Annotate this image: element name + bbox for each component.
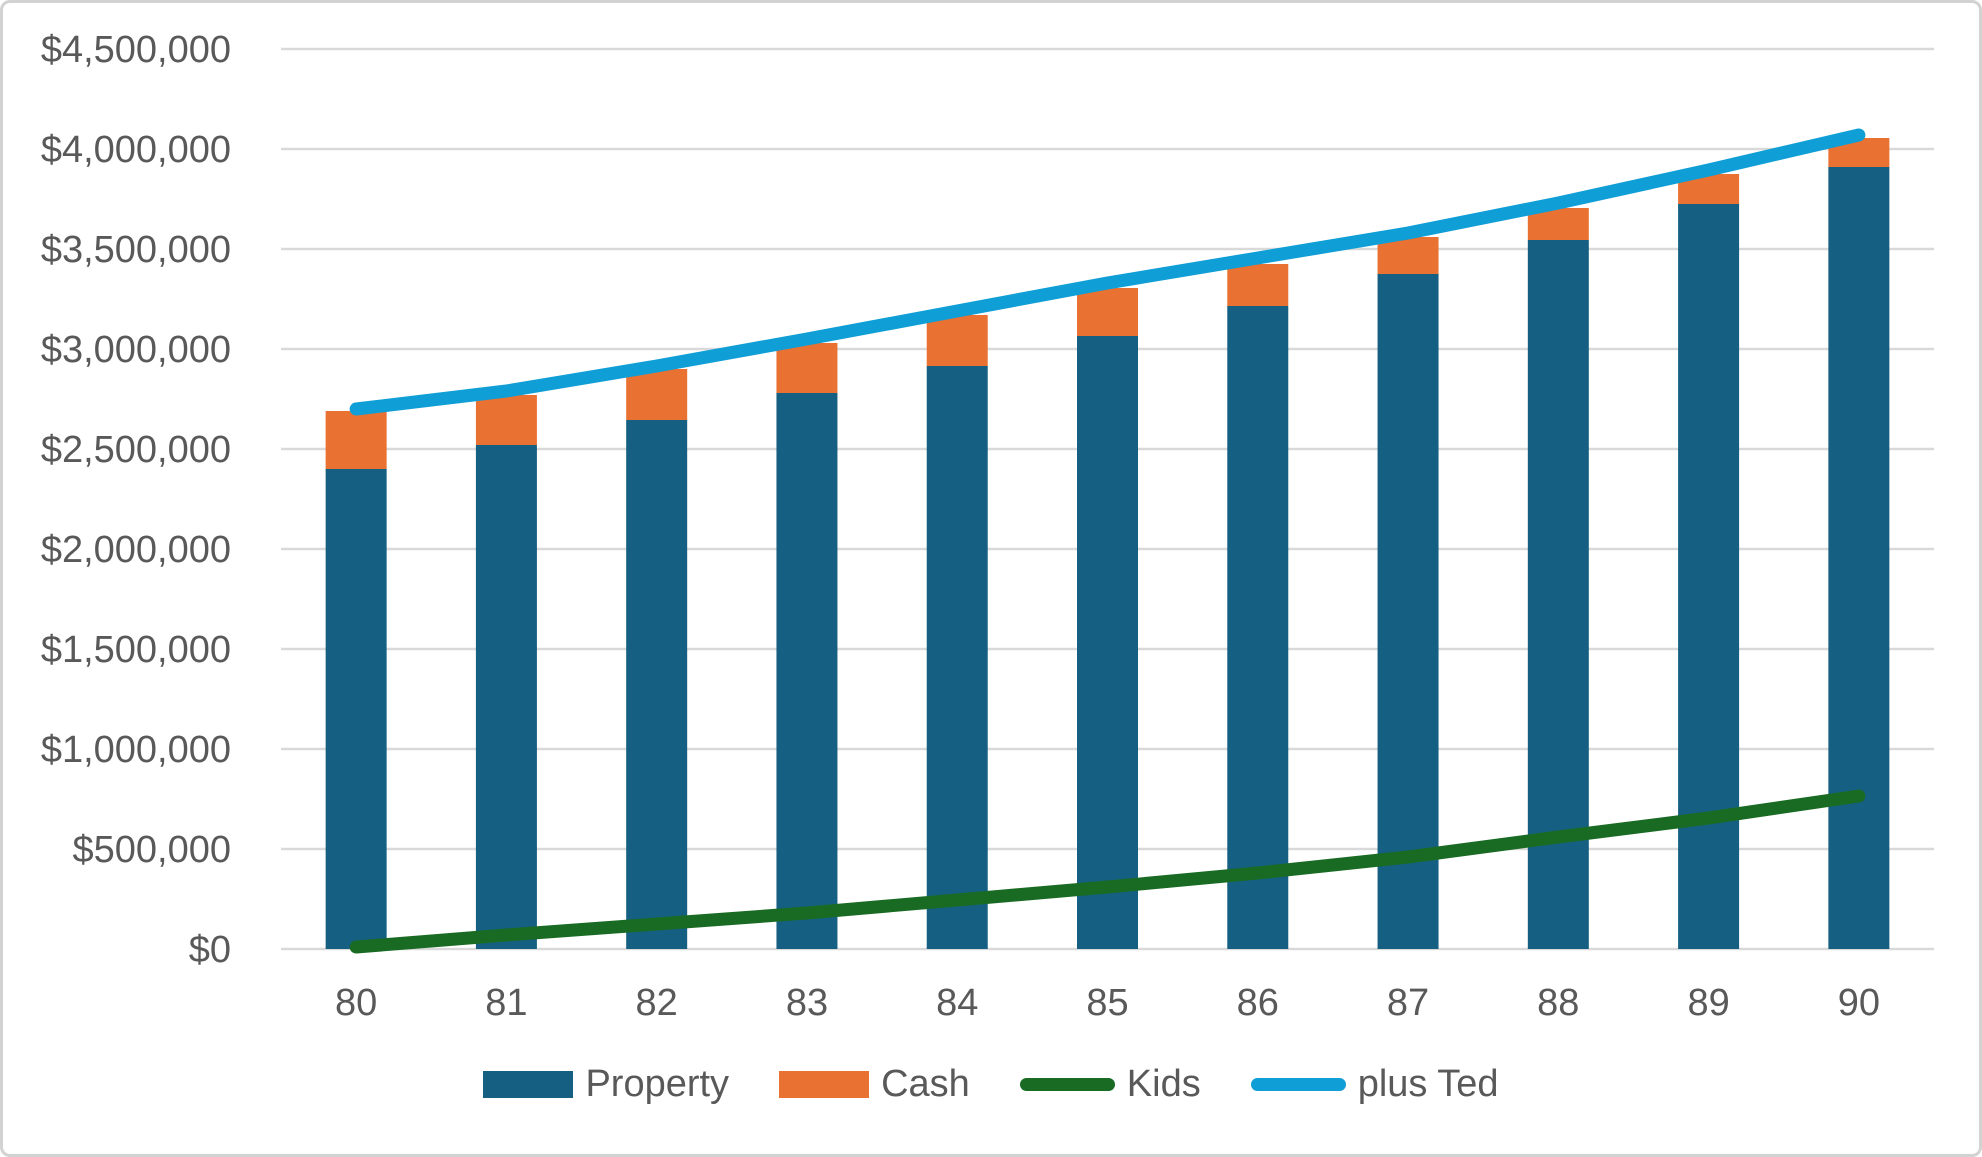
legend-item-property: Property (483, 1065, 729, 1103)
y-tick-label: $1,000,000 (41, 729, 231, 771)
bar-property-82 (626, 420, 688, 949)
chart-canvas: $0 $500,000 $1,000,000 $1,500,000 $2,000,000… (41, 29, 1934, 1024)
bar-cash-86 (1227, 264, 1289, 306)
legend-label: Kids (1126, 1063, 1201, 1105)
bar-cash-87 (1377, 237, 1439, 274)
bar-property-81 (475, 445, 537, 949)
bar-property-83 (776, 393, 838, 949)
bar-cash-81 (475, 395, 537, 445)
x-tick-label: 90 (1838, 982, 1880, 1024)
legend-line-swatch-icon (1250, 1077, 1346, 1091)
y-tick-label: $2,500,000 (41, 429, 231, 471)
x-tick-label: 87 (1387, 982, 1429, 1024)
y-tick-label: $500,000 (73, 829, 232, 871)
x-tick-label: 83 (786, 982, 828, 1024)
legend-line-swatch-icon (1019, 1077, 1115, 1091)
line-kids (349, 789, 1866, 954)
y-tick-label: $1,500,000 (41, 629, 231, 671)
bar-cash-82 (626, 369, 688, 420)
x-tick-label: 84 (936, 982, 978, 1024)
x-tick-label: 89 (1687, 982, 1729, 1024)
y-tick-label: $3,500,000 (41, 229, 231, 271)
y-tick-label: $0 (189, 929, 231, 971)
legend-label: plus Ted (1357, 1063, 1499, 1105)
chart-legend: Property Cash Kids plus Ted (3, 1065, 1979, 1103)
bar-property-84 (926, 366, 988, 949)
y-tick-label: $3,000,000 (41, 329, 231, 371)
bar-cash-85 (1077, 288, 1138, 336)
bar-cash-80 (325, 411, 387, 469)
bar-property-80 (325, 469, 387, 949)
x-tick-label: 86 (1237, 982, 1279, 1024)
x-tick-label: 81 (485, 982, 527, 1024)
bar-property-87 (1377, 274, 1439, 949)
y-tick-label: $4,000,000 (41, 129, 231, 171)
bar-cash-84 (926, 315, 988, 366)
legend-item-plus-ted: plus Ted (1250, 1063, 1499, 1105)
bar-cash-83 (776, 343, 838, 393)
x-tick-label: 88 (1537, 982, 1579, 1024)
bar-property-86 (1227, 306, 1289, 949)
x-tick-label: 80 (335, 982, 377, 1024)
x-tick-label: 85 (1086, 982, 1128, 1024)
y-tick-label: $4,500,000 (41, 29, 231, 71)
legend-item-kids: Kids (1019, 1063, 1201, 1105)
legend-label: Property (585, 1063, 730, 1105)
line-plus-ted (349, 128, 1866, 416)
x-tick-label: 82 (636, 982, 678, 1024)
legend-label: Cash (881, 1063, 970, 1105)
bar-property-85 (1077, 336, 1138, 949)
bar-property-90 (1828, 167, 1890, 949)
legend-bar-swatch-icon (483, 1070, 574, 1098)
legend-item-cash: Cash (779, 1065, 970, 1103)
bar-property-89 (1678, 204, 1740, 949)
y-tick-label: $2,000,000 (41, 529, 231, 571)
legend-bar-swatch-icon (779, 1070, 870, 1098)
